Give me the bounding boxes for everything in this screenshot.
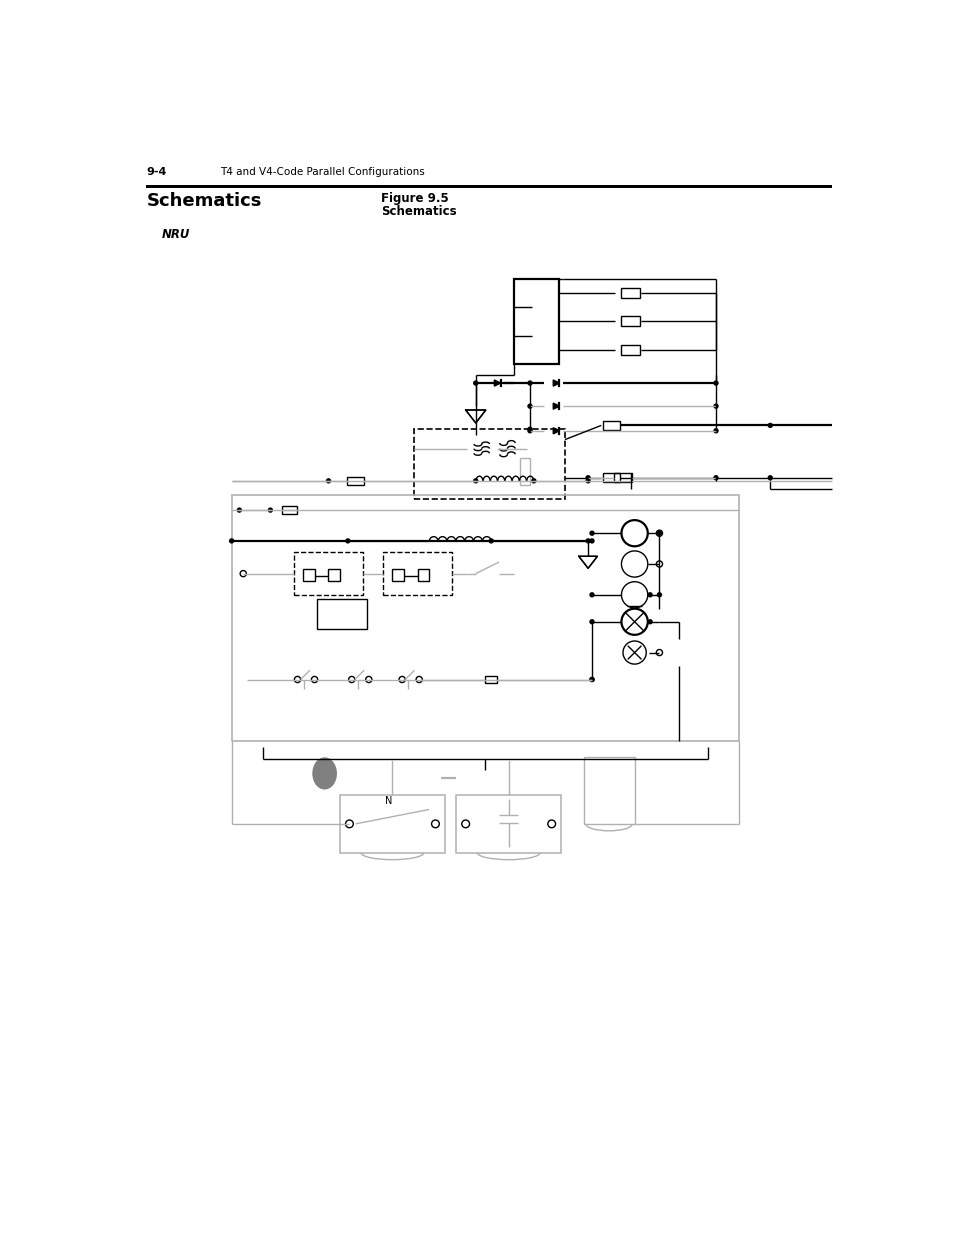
Bar bbox=[414, 430, 564, 499]
Circle shape bbox=[431, 820, 439, 827]
Text: N: N bbox=[384, 797, 392, 806]
Circle shape bbox=[473, 478, 478, 484]
Text: T4 and V4-Code Parallel Configurations: T4 and V4-Code Parallel Configurations bbox=[220, 168, 424, 178]
Circle shape bbox=[585, 478, 590, 484]
Circle shape bbox=[767, 475, 772, 480]
Circle shape bbox=[647, 592, 652, 598]
Polygon shape bbox=[494, 380, 500, 387]
Circle shape bbox=[647, 619, 652, 625]
Bar bbox=[316, 599, 367, 630]
Circle shape bbox=[656, 561, 661, 567]
Circle shape bbox=[240, 571, 246, 577]
Circle shape bbox=[527, 429, 532, 433]
Bar bbox=[294, 552, 363, 595]
Circle shape bbox=[345, 820, 353, 827]
Circle shape bbox=[527, 380, 532, 385]
Circle shape bbox=[620, 609, 647, 635]
Polygon shape bbox=[553, 427, 558, 433]
Circle shape bbox=[589, 677, 594, 682]
Text: Schematics: Schematics bbox=[381, 205, 456, 219]
Bar bbox=[514, 279, 558, 364]
Circle shape bbox=[398, 677, 405, 683]
Circle shape bbox=[311, 677, 317, 683]
Circle shape bbox=[713, 475, 718, 480]
Bar bbox=[232, 495, 739, 741]
Bar bbox=[583, 757, 634, 824]
Circle shape bbox=[589, 531, 594, 536]
Polygon shape bbox=[553, 380, 558, 387]
Circle shape bbox=[589, 592, 594, 598]
Bar bbox=[347, 477, 364, 485]
Circle shape bbox=[294, 677, 300, 683]
Circle shape bbox=[767, 422, 772, 429]
Text: 9-4: 9-4 bbox=[146, 168, 167, 178]
Bar bbox=[146, 185, 831, 188]
Circle shape bbox=[348, 677, 355, 683]
Circle shape bbox=[622, 641, 645, 664]
Polygon shape bbox=[553, 403, 558, 409]
Circle shape bbox=[713, 404, 718, 409]
Circle shape bbox=[345, 538, 350, 543]
Circle shape bbox=[461, 820, 469, 827]
Bar bbox=[282, 506, 297, 514]
Bar bbox=[602, 421, 619, 430]
Circle shape bbox=[527, 404, 532, 409]
Circle shape bbox=[713, 380, 718, 385]
Circle shape bbox=[229, 538, 234, 543]
Text: Schematics: Schematics bbox=[146, 193, 261, 210]
Bar bbox=[328, 569, 340, 580]
Circle shape bbox=[713, 429, 718, 433]
Circle shape bbox=[325, 478, 331, 484]
Ellipse shape bbox=[313, 758, 335, 789]
Bar bbox=[456, 795, 560, 852]
Circle shape bbox=[656, 530, 661, 536]
Bar bbox=[519, 458, 530, 484]
Circle shape bbox=[268, 508, 273, 513]
Bar bbox=[340, 795, 444, 852]
Circle shape bbox=[656, 650, 661, 656]
Circle shape bbox=[585, 475, 590, 480]
Bar bbox=[620, 288, 639, 298]
Circle shape bbox=[236, 508, 242, 513]
Circle shape bbox=[620, 582, 647, 608]
Circle shape bbox=[473, 380, 478, 385]
Circle shape bbox=[589, 677, 594, 682]
Circle shape bbox=[620, 520, 647, 546]
Bar bbox=[417, 569, 429, 580]
Text: Figure 9.5: Figure 9.5 bbox=[381, 193, 449, 205]
Bar bbox=[303, 569, 314, 580]
Circle shape bbox=[589, 538, 594, 543]
Bar bbox=[614, 473, 631, 483]
Bar bbox=[485, 676, 497, 683]
Circle shape bbox=[547, 820, 555, 827]
Bar bbox=[620, 316, 639, 326]
Circle shape bbox=[488, 538, 494, 543]
Circle shape bbox=[620, 551, 647, 577]
Bar bbox=[620, 345, 639, 354]
Circle shape bbox=[656, 531, 661, 536]
Bar bbox=[602, 473, 619, 483]
Circle shape bbox=[531, 478, 536, 484]
Circle shape bbox=[527, 426, 532, 432]
Circle shape bbox=[585, 538, 590, 543]
Bar bbox=[382, 552, 452, 595]
Circle shape bbox=[656, 592, 661, 598]
Text: NRU: NRU bbox=[162, 227, 190, 241]
Circle shape bbox=[589, 619, 594, 625]
Bar bbox=[392, 569, 403, 580]
Circle shape bbox=[365, 677, 372, 683]
Circle shape bbox=[416, 677, 422, 683]
